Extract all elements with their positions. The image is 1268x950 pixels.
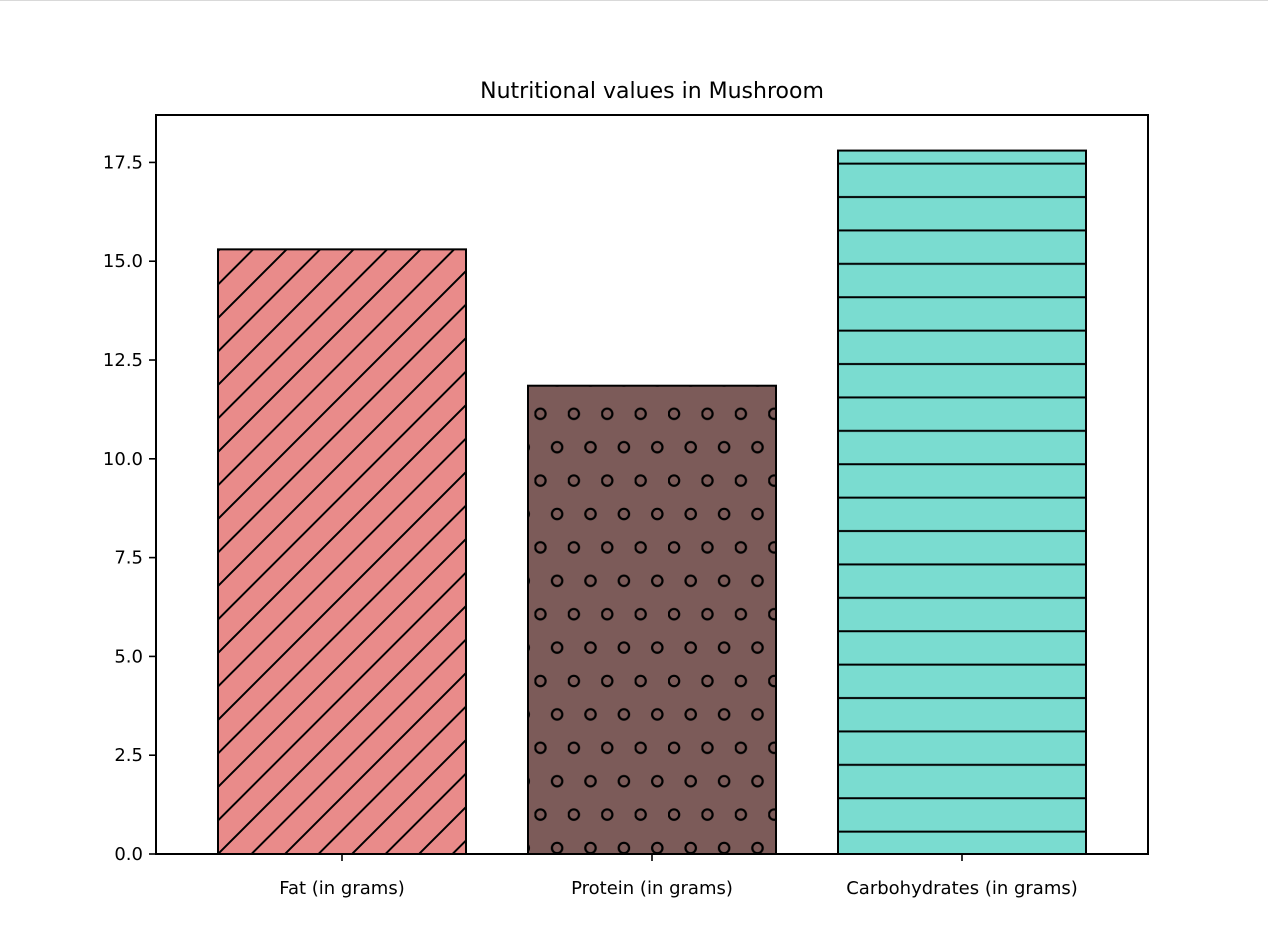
bar-1 [527, 384, 777, 855]
y-tick-label: 17.5 [103, 152, 143, 173]
plot-frame [155, 114, 1149, 855]
y-tick-label: 7.5 [114, 548, 143, 569]
y-tick-label: 12.5 [103, 350, 143, 371]
x-tick-label: Protein (in grams) [571, 878, 733, 899]
top-border [0, 0, 1268, 1]
y-tick-label: 2.5 [114, 745, 143, 766]
y-tick-label: 0.0 [114, 844, 143, 865]
chart-title: Nutritional values in Mushroom [480, 79, 824, 104]
y-tick-label: 15.0 [103, 251, 143, 272]
bar-0 [217, 248, 467, 855]
y-tick-label: 5.0 [114, 646, 143, 667]
x-tick-label: Fat (in grams) [279, 878, 404, 899]
x-tick-label: Carbohydrates (in grams) [846, 878, 1078, 899]
bar-2 [837, 149, 1087, 856]
y-tick-label: 10.0 [103, 449, 143, 470]
